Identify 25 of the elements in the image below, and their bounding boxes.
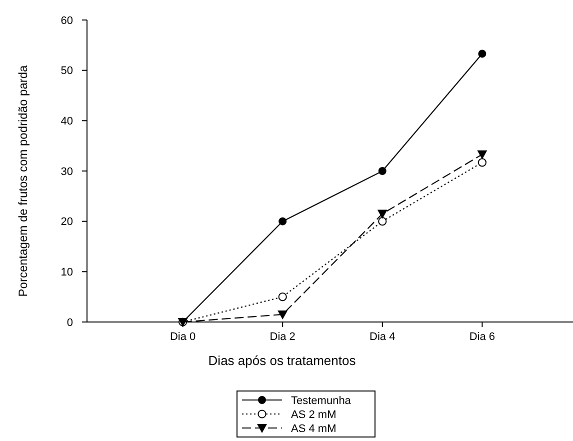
legend-label: Testemunha bbox=[291, 394, 352, 407]
y-tick-label: 30 bbox=[60, 166, 73, 178]
point bbox=[278, 292, 287, 302]
point bbox=[278, 310, 288, 320]
legend-label: AS 2 mM bbox=[291, 408, 336, 421]
y-tick-label: 20 bbox=[60, 216, 73, 228]
y-tick-label: 60 bbox=[60, 14, 73, 27]
legend-label: AS 4 mM bbox=[291, 422, 336, 435]
x-axis-title: Dias após os tratamentos bbox=[208, 353, 356, 368]
x-tick-label: Dia 0 bbox=[170, 331, 196, 343]
point bbox=[477, 150, 488, 160]
y-tick-label: 40 bbox=[60, 116, 73, 128]
point bbox=[478, 50, 486, 58]
y-tick-label: 0 bbox=[66, 316, 73, 329]
y-tick-label: 10 bbox=[60, 266, 73, 279]
point bbox=[278, 217, 287, 226]
x-tick-label: Dia 2 bbox=[270, 331, 296, 343]
x-tick-label: Dia 4 bbox=[370, 331, 396, 343]
point bbox=[378, 167, 386, 175]
point bbox=[377, 210, 388, 219]
point bbox=[478, 158, 486, 167]
point bbox=[378, 217, 387, 226]
y-tick-label: 50 bbox=[60, 65, 73, 78]
x-tick-label: Dia 6 bbox=[469, 331, 496, 343]
y-axis-title: Porcentagem de frutos com podridão parda bbox=[16, 64, 30, 297]
